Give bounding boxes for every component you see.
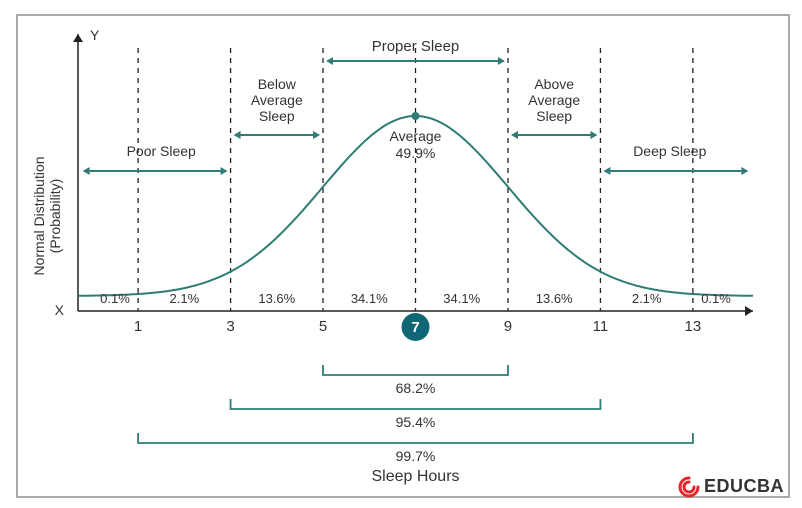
x-origin-label: X (55, 302, 65, 318)
above-avg-label-l0: Above (534, 76, 574, 92)
segment-pct: 34.1% (351, 291, 388, 306)
segment-pct: 34.1% (443, 291, 480, 306)
below-avg-label-l1: Average (251, 92, 303, 108)
bracket-label-99.7%: 99.7% (396, 448, 436, 464)
deep-sleep-arrow-head-r (741, 167, 748, 175)
bracket-99.7% (138, 433, 693, 443)
bracket-label-68.2%: 68.2% (396, 380, 436, 396)
poor-sleep-label-l0: Poor Sleep (127, 143, 196, 159)
x-tick-11: 11 (593, 318, 609, 335)
segment-pct: 2.1% (632, 291, 662, 306)
bracket-68.2% (323, 365, 508, 375)
y-axis-label-line2: (Probability) (47, 179, 63, 254)
x-axis-arrowhead (745, 306, 753, 316)
normal-distribution-chart: Normal Distribution(Probability) Y X 0.1% 2.… (18, 16, 788, 496)
brand-logo: EDUCBA (678, 476, 784, 498)
brand-swirl-icon (678, 476, 700, 498)
below-avg-label-l0: Below (258, 76, 297, 92)
proper-sleep-arrow-head-r (498, 57, 505, 65)
deep-sleep-label-l0: Deep Sleep (633, 143, 706, 159)
proper-sleep-label: Proper Sleep (372, 38, 460, 55)
y-axis-arrowhead (73, 34, 83, 42)
peak-marker (412, 112, 420, 120)
bracket-95.4% (231, 399, 601, 409)
y-top-label: Y (90, 27, 100, 43)
above-avg-arrow-head-l (511, 131, 518, 139)
above-avg-arrow-head-r (590, 131, 597, 139)
chart-frame: Normal Distribution(Probability) Y X 0.1% 2.… (16, 14, 790, 498)
x-tick-9: 9 (504, 318, 512, 335)
bracket-label-95.4%: 95.4% (396, 414, 436, 430)
poor-sleep-arrow-head-r (221, 167, 228, 175)
deep-sleep-arrow-head-l (603, 167, 610, 175)
segment-pct: 13.6% (536, 291, 573, 306)
x-tick-13: 13 (685, 318, 702, 335)
x-tick-1: 1 (134, 318, 142, 335)
y-axis-label-line1: Normal Distribution (31, 156, 47, 275)
above-avg-label-l2: Sleep (536, 108, 572, 124)
center-marker-label: 7 (411, 319, 419, 336)
below-avg-arrow-head-l (234, 131, 241, 139)
x-axis-title: Sleep Hours (371, 468, 459, 485)
poor-sleep-arrow-head-l (83, 167, 90, 175)
segment-pct: 13.6% (258, 291, 295, 306)
proper-sleep-arrow-head-l (326, 57, 333, 65)
segment-pct: 2.1% (170, 291, 200, 306)
x-tick-3: 3 (226, 318, 234, 335)
average-label-2: 49.9% (396, 145, 436, 161)
below-avg-arrow-head-r (313, 131, 320, 139)
average-label-1: Average (390, 128, 442, 144)
above-avg-label-l1: Average (528, 92, 580, 108)
segment-pct: 0.1% (701, 291, 731, 306)
segment-pct: 0.1% (100, 291, 130, 306)
below-avg-label-l2: Sleep (259, 108, 295, 124)
x-tick-5: 5 (319, 318, 327, 335)
brand-text: EDUCBA (704, 476, 784, 496)
